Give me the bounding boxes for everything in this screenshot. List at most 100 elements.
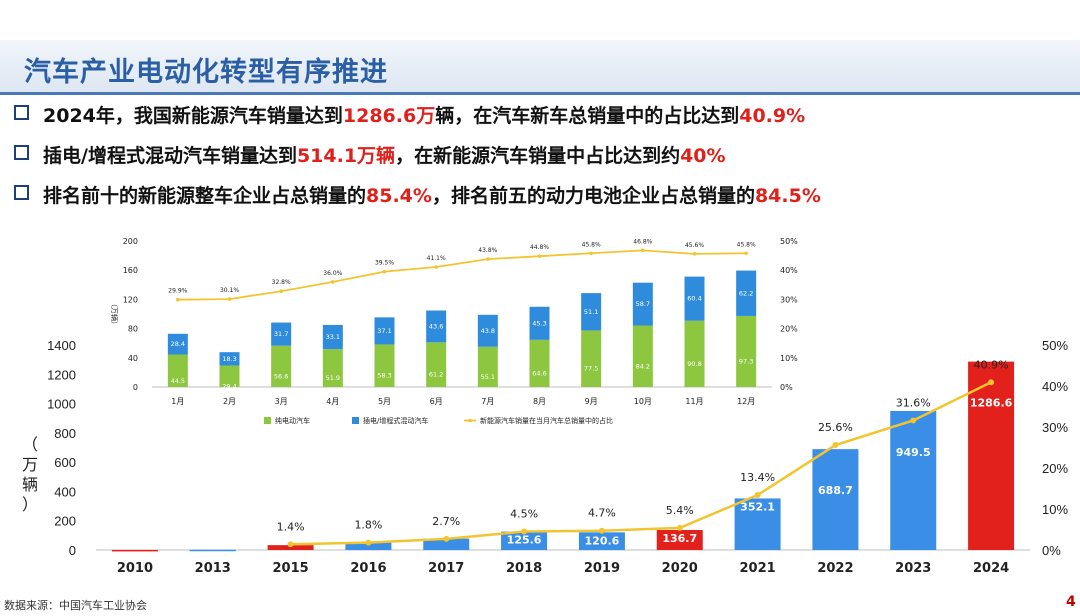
inset-bev-value-label: 56.6: [274, 372, 288, 380]
inset-x-tick-label: 8月: [533, 397, 546, 406]
main-share-label: 13.4%: [740, 471, 775, 484]
inset-share-point: [486, 257, 490, 261]
main-share-point: [754, 492, 761, 499]
inset-share-point: [176, 297, 180, 302]
legend-bev-label: 纯电动汽车: [275, 416, 310, 425]
inset-bev-value-label: 55.1: [481, 373, 495, 381]
inset-share-label: 29.9%: [168, 288, 187, 295]
inset-phev-bar: [684, 276, 705, 321]
inset-bev-value-label: 97.3: [739, 357, 753, 365]
inset-y-tick-label: 120: [123, 295, 138, 304]
inset-x-tick-label: 12月: [737, 397, 755, 406]
main-x-tick-label: 2010: [117, 561, 153, 576]
inset-share-label: 36.0%: [323, 270, 342, 277]
inset-phev-bar: [477, 314, 498, 347]
inset-phev-bar: [529, 306, 550, 340]
inset-x-tick-label: 10月: [634, 397, 652, 406]
legend-share-label: 新能源汽车销量在当月汽车总销量中的占比: [480, 416, 613, 425]
inset-bev-bar: [477, 346, 498, 387]
inset-share-label: 44.8%: [530, 244, 549, 251]
main-y2-tick-label: 50%: [1042, 338, 1068, 353]
inset-bev-bar: [167, 354, 188, 387]
inset-phev-value-label: 33.1: [326, 333, 340, 341]
bullet-1: 2024年，我国新能源汽车销量达到1286.6万辆，在汽车新车总销量中的占比达到…: [14, 101, 805, 128]
main-x-tick-label: 2015: [272, 561, 308, 576]
inset-y-axis-label: （万辆）: [110, 300, 119, 328]
inset-share-label: 45.6%: [685, 242, 704, 249]
inset-bev-value-label: 58.3: [377, 372, 391, 380]
inset-bev-bar: [271, 345, 292, 387]
main-y2-tick-label: 40%: [1042, 379, 1068, 394]
inset-bev-value-label: 44.5: [171, 377, 185, 385]
main-bar: [656, 529, 703, 550]
inset-bev-value-label: 77.5: [584, 365, 598, 373]
bullet-1-text-mid: 辆，在汽车新车总销量中的占比达到: [435, 105, 740, 127]
main-bar-value-label: 136.7: [662, 532, 697, 545]
main-y-axis-label: （万辆）: [22, 435, 38, 514]
inset-bev-bar: [529, 339, 550, 387]
inset-phev-value-label: 43.8: [481, 327, 495, 335]
inset-share-point: [227, 297, 232, 301]
main-x-tick-label: 2021: [739, 561, 775, 576]
inset-bev-bar: [322, 349, 343, 387]
main-share-label: 25.6%: [818, 421, 853, 434]
inset-bev-bar: [426, 342, 447, 387]
main-x-tick-label: 2024: [973, 561, 1009, 576]
inset-y-tick-label: 80: [128, 325, 138, 334]
bullet-3-text: 排名前十的新能源整车企业占总销量的: [43, 185, 367, 207]
inset-y2-tick-label: 0%: [780, 383, 793, 392]
legend-bev-swatch: [264, 417, 271, 424]
bullet-1-text: 2024年，我国新能源汽车销量达到: [43, 105, 343, 127]
main-share-point: [676, 524, 683, 531]
main-share-point: [521, 528, 528, 535]
bullet-2-highlight-2: 40%: [680, 145, 726, 167]
inset-phev-bar: [426, 310, 447, 343]
main-y-tick-label: 800: [54, 426, 76, 441]
main-y-tick-label: 0: [69, 543, 76, 558]
main-bar: [423, 538, 470, 550]
legend-phev-swatch: [352, 417, 359, 424]
inset-phev-bar: [736, 270, 757, 316]
inset-x-tick-label: 5月: [378, 397, 391, 406]
inset-bev-value-label: 90.8: [687, 360, 701, 368]
main-share-label: 1.4%: [277, 520, 305, 533]
inset-bev-value-label: 29.4: [222, 382, 236, 390]
inset-phev-bar: [374, 317, 395, 345]
main-bar: [501, 531, 548, 550]
inset-phev-bar: [271, 322, 292, 346]
inset-phev-value-label: 18.3: [222, 355, 236, 363]
inset-x-tick-label: 9月: [585, 397, 598, 406]
main-share-label: 31.6%: [896, 396, 931, 409]
inset-phev-value-label: 60.4: [687, 295, 701, 303]
main-x-tick-label: 2020: [662, 561, 698, 576]
inset-share-label: 41.1%: [427, 255, 446, 262]
main-y-axis-label-char: 辆: [22, 475, 38, 494]
main-x-tick-label: 2018: [506, 561, 542, 576]
main-y-tick-label: 1000: [47, 397, 76, 412]
main-bar: [267, 545, 314, 550]
bullet-2-text: 插电/增程式混动汽车销量达到: [43, 145, 297, 167]
inset-y2-tick-label: 30%: [780, 295, 798, 304]
main-y2-tick-label: 0%: [1042, 543, 1061, 558]
inset-phev-value-label: 28.4: [171, 340, 185, 348]
main-bar: [968, 361, 1015, 550]
main-share-label: 40.9%: [974, 358, 1009, 371]
data-source: 数据来源：中国汽车工业协会: [4, 599, 147, 612]
main-bar-value-label: 352.1: [740, 500, 775, 513]
main-x-tick-label: 2023: [895, 561, 931, 576]
page-number: 4: [1066, 594, 1076, 610]
main-bar: [189, 549, 236, 552]
inset-y-tick-label: 160: [123, 266, 138, 275]
main-x-tick-label: 2013: [195, 561, 231, 576]
inset-phev-value-label: 45.3: [532, 319, 546, 327]
inset-y-tick-label: 200: [123, 237, 138, 246]
inset-y2-tick-label: 10%: [780, 354, 798, 363]
main-share-label: 5.4%: [666, 504, 694, 517]
inset-y2-tick-label: 50%: [780, 237, 798, 246]
inset-x-tick-label: 4月: [326, 397, 339, 406]
inset-y2-tick-label: 40%: [780, 266, 798, 275]
main-x-tick-label: 2022: [817, 561, 853, 576]
bullet-1-highlight-2: 40.9%: [739, 105, 806, 127]
inset-phev-bar: [219, 352, 240, 366]
